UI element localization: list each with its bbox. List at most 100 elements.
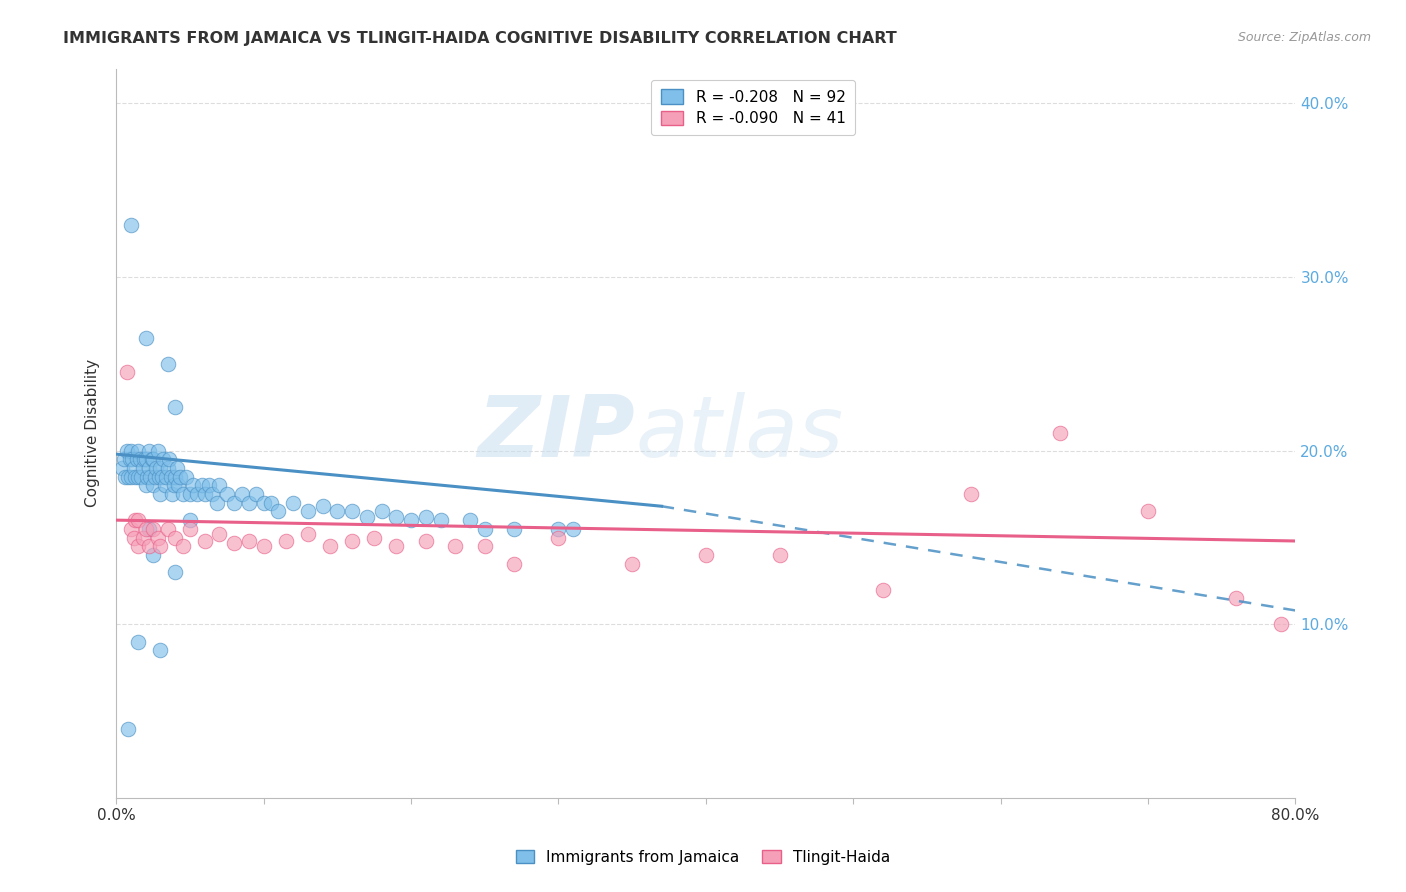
Point: [224, 496, 246, 510]
Point: [238, 496, 260, 510]
Point: [131, 469, 153, 483]
Point: [274, 533, 297, 548]
Point: [960, 487, 983, 501]
Point: [125, 452, 148, 467]
Text: ZIP: ZIP: [478, 392, 636, 475]
Point: [208, 478, 231, 492]
Point: [169, 469, 191, 483]
Point: [138, 522, 160, 536]
Point: [181, 478, 204, 492]
Point: [297, 504, 319, 518]
Legend: Immigrants from Jamaica, Tlingit-Haida: Immigrants from Jamaica, Tlingit-Haida: [509, 844, 897, 871]
Point: [547, 522, 569, 536]
Point: [149, 539, 172, 553]
Point: [149, 487, 172, 501]
Point: [121, 452, 143, 467]
Point: [165, 566, 187, 580]
Point: [415, 533, 437, 548]
Point: [172, 539, 194, 553]
Point: [194, 487, 217, 501]
Point: [385, 539, 408, 553]
Point: [166, 461, 188, 475]
Point: [117, 469, 139, 483]
Point: [142, 478, 165, 492]
Point: [115, 366, 138, 380]
Point: [120, 469, 142, 483]
Point: [127, 539, 149, 553]
Point: [114, 469, 136, 483]
Point: [503, 557, 526, 571]
Point: [245, 487, 267, 501]
Point: [224, 535, 246, 549]
Point: [695, 548, 717, 562]
Point: [231, 487, 253, 501]
Point: [149, 461, 172, 475]
Point: [127, 634, 149, 648]
Point: [135, 478, 157, 492]
Point: [111, 461, 134, 475]
Point: [142, 452, 165, 467]
Point: [191, 478, 214, 492]
Point: [363, 531, 385, 545]
Point: [208, 527, 231, 541]
Point: [120, 443, 142, 458]
Point: [112, 452, 135, 467]
Point: [281, 496, 304, 510]
Point: [146, 531, 169, 545]
Point: [134, 452, 156, 467]
Point: [238, 533, 260, 548]
Point: [1049, 426, 1071, 441]
Point: [503, 522, 526, 536]
Point: [148, 469, 170, 483]
Point: [135, 522, 157, 536]
Point: [474, 522, 496, 536]
Point: [297, 527, 319, 541]
Text: IMMIGRANTS FROM JAMAICA VS TLINGIT-HAIDA COGNITIVE DISABILITY CORRELATION CHART: IMMIGRANTS FROM JAMAICA VS TLINGIT-HAIDA…: [63, 31, 897, 46]
Point: [120, 522, 142, 536]
Point: [872, 582, 894, 597]
Point: [135, 452, 157, 467]
Point: [128, 452, 150, 467]
Legend: R = -0.208   N = 92, R = -0.090   N = 41: R = -0.208 N = 92, R = -0.090 N = 41: [651, 79, 855, 136]
Point: [370, 504, 392, 518]
Point: [115, 443, 138, 458]
Point: [156, 461, 179, 475]
Point: [429, 513, 451, 527]
Point: [356, 509, 378, 524]
Point: [150, 469, 173, 483]
Point: [415, 509, 437, 524]
Point: [141, 452, 163, 467]
Point: [179, 522, 201, 536]
Text: Source: ZipAtlas.com: Source: ZipAtlas.com: [1237, 31, 1371, 45]
Point: [167, 478, 190, 492]
Point: [145, 461, 167, 475]
Point: [253, 496, 276, 510]
Point: [267, 504, 290, 518]
Point: [159, 469, 181, 483]
Point: [165, 469, 187, 483]
Point: [340, 533, 363, 548]
Point: [136, 469, 159, 483]
Point: [1137, 504, 1160, 518]
Point: [179, 487, 201, 501]
Text: atlas: atlas: [636, 392, 844, 475]
Point: [194, 533, 217, 548]
Point: [201, 487, 224, 501]
Point: [562, 522, 585, 536]
Point: [138, 443, 160, 458]
Point: [132, 531, 155, 545]
Point: [139, 469, 162, 483]
Point: [179, 513, 201, 527]
Point: [311, 500, 333, 514]
Point: [127, 469, 149, 483]
Point: [253, 539, 276, 553]
Point: [127, 513, 149, 527]
Point: [768, 548, 790, 562]
Point: [547, 531, 569, 545]
Point: [146, 443, 169, 458]
Point: [157, 452, 180, 467]
Point: [621, 557, 644, 571]
Point: [205, 496, 228, 510]
Point: [174, 469, 197, 483]
Point: [260, 496, 283, 510]
